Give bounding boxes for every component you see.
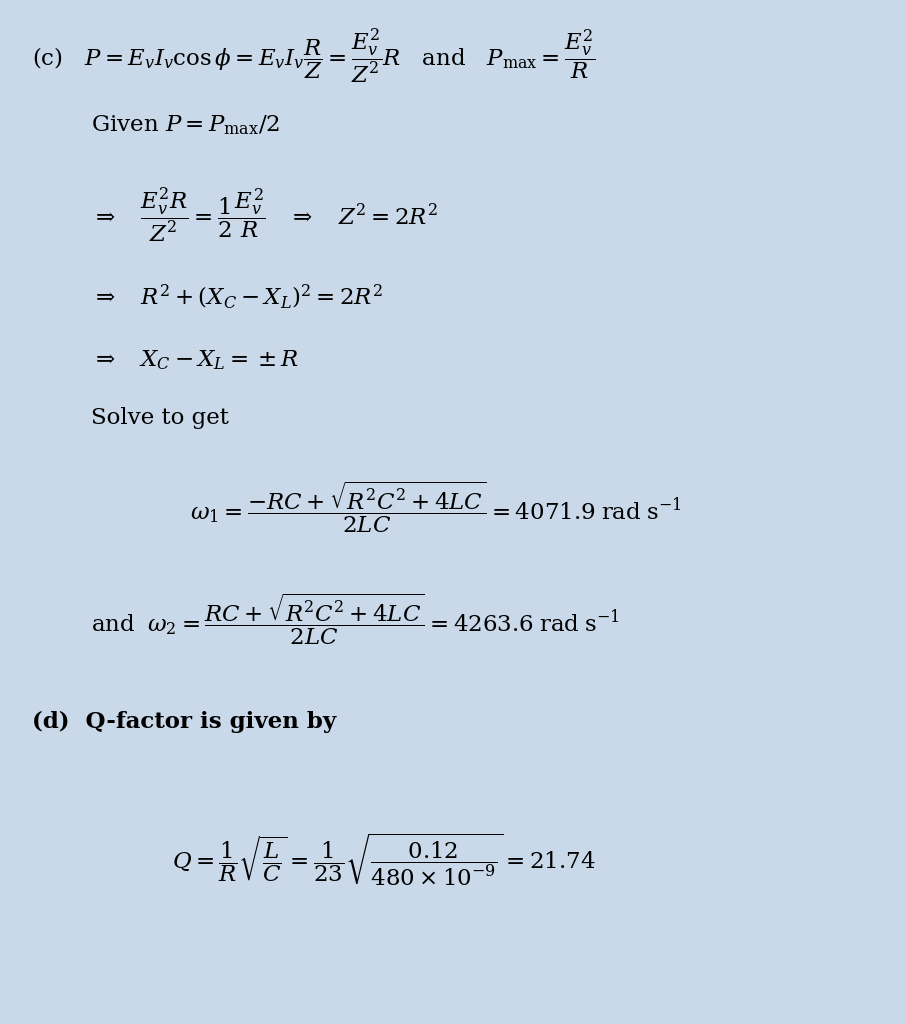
Text: (c)   $P = E_v I_v \cos\phi = E_v I_v \dfrac{R}{Z} = \dfrac{E_v^2}{Z^2}R$   and : (c) $P = E_v I_v \cos\phi = E_v I_v \dfr… xyxy=(32,28,595,85)
Text: $\Rightarrow \quad \dfrac{E_v^2 R}{Z^2} = \dfrac{1}{2} \dfrac{E_v^2}{R} \quad\Ri: $\Rightarrow \quad \dfrac{E_v^2 R}{Z^2} … xyxy=(91,186,438,244)
Text: Solve to get: Solve to get xyxy=(91,407,228,429)
Text: $Q = \dfrac{1}{R}\sqrt{\dfrac{L}{C}} = \dfrac{1}{23}\sqrt{\dfrac{0.12}{480\times: $Q = \dfrac{1}{R}\sqrt{\dfrac{L}{C}} = \… xyxy=(172,833,596,888)
Text: $\Rightarrow \quad X_C - X_L = \pm R$: $\Rightarrow \quad X_C - X_L = \pm R$ xyxy=(91,348,299,373)
Text: (d)  Q-factor is given by: (d) Q-factor is given by xyxy=(32,711,336,733)
Text: $\omega_1 = \dfrac{-RC + \sqrt{R^2C^2 + 4LC}}{2LC} = 4071.9 \; \mathrm{rad \; s}: $\omega_1 = \dfrac{-RC + \sqrt{R^2C^2 + … xyxy=(190,479,682,535)
Text: $\Rightarrow \quad R^2 + (X_C - X_L)^2 = 2R^2$: $\Rightarrow \quad R^2 + (X_C - X_L)^2 =… xyxy=(91,283,382,311)
Text: and $\;\omega_2 = \dfrac{RC + \sqrt{R^2C^2 + 4LC}}{2LC} = 4263.6 \; \mathrm{rad : and $\;\omega_2 = \dfrac{RC + \sqrt{R^2C… xyxy=(91,592,620,647)
Text: Given $P = P_\mathrm{max}/2$: Given $P = P_\mathrm{max}/2$ xyxy=(91,113,280,137)
